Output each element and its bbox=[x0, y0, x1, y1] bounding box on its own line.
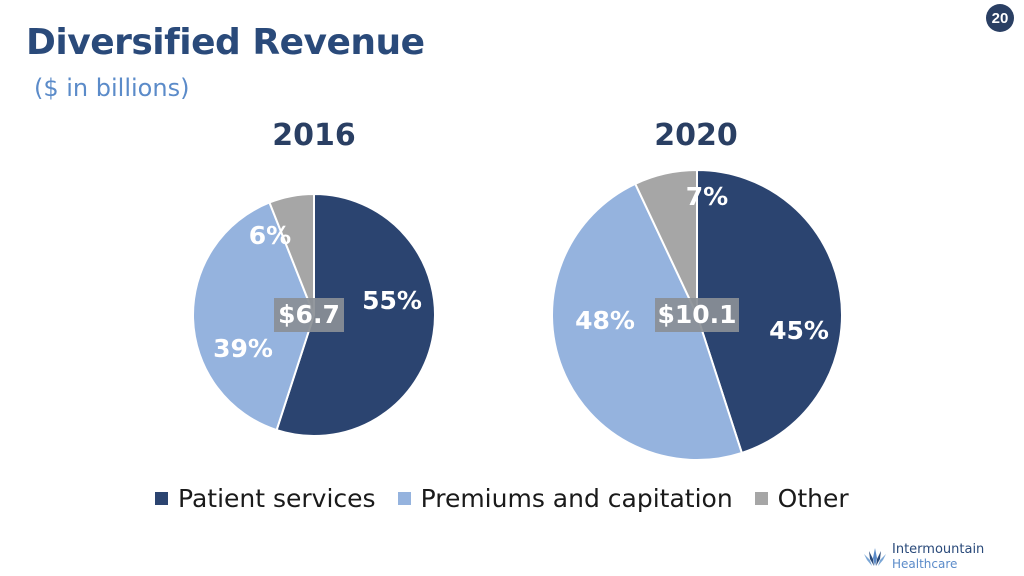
legend-swatch-premiums bbox=[397, 492, 411, 505]
slice-label-2020-patient-services: 45% bbox=[769, 316, 829, 345]
slice-label-2016-patient-services: 55% bbox=[362, 286, 422, 315]
pie-slice-2020-other bbox=[633, 168, 698, 316]
pie-title-2020: 2020 bbox=[654, 118, 738, 153]
legend-swatch-other bbox=[754, 492, 768, 505]
intermountain-logo-icon bbox=[864, 547, 886, 566]
legend-swatch-patient-services bbox=[155, 492, 168, 505]
pie-chart-2016: 55% 39% 6% $6.7 bbox=[192, 192, 436, 437]
logo-text-line2: Healthcare bbox=[892, 557, 958, 571]
page-number-badge: 20 bbox=[986, 4, 1014, 32]
slice-label-2016-premiums: 39% bbox=[213, 334, 273, 363]
slice-label-2020-other: 7% bbox=[686, 182, 728, 211]
legend-label-premiums: Premiums and capitation bbox=[420, 484, 733, 513]
center-label-2020: $10.1 bbox=[657, 300, 736, 329]
legend-item-other: Other bbox=[754, 484, 849, 513]
pie-slice-2020-patient-services bbox=[696, 168, 843, 455]
legend-item-premiums: Premiums and capitation bbox=[397, 484, 733, 513]
company-logo: Intermountain Healthcare bbox=[862, 542, 984, 571]
logo-text-line1: Intermountain bbox=[892, 542, 985, 557]
center-label-2016: $6.7 bbox=[278, 300, 340, 329]
legend-label-patient-services: Patient services bbox=[178, 484, 376, 513]
pie-slice-2016-premiums bbox=[192, 201, 316, 432]
pie-chart-2020: 45% 48% 7% $10.1 bbox=[551, 168, 843, 461]
pie-slice-2020-premiums bbox=[551, 182, 744, 461]
chart-legend: Patient services Premiums and capitation… bbox=[155, 484, 871, 513]
slice-label-2020-premiums: 48% bbox=[575, 306, 635, 335]
pie-slice-2016-other bbox=[268, 192, 315, 316]
slice-label-2016-other: 6% bbox=[249, 221, 291, 250]
pie-slice-2016-patient-services bbox=[275, 192, 436, 437]
legend-label-other: Other bbox=[777, 484, 849, 513]
page-subtitle: ($ in billions) bbox=[34, 74, 190, 102]
pie-title-2016: 2016 bbox=[272, 118, 356, 153]
center-label-box-2016 bbox=[274, 298, 344, 332]
legend-item-patient-services: Patient services bbox=[155, 484, 376, 513]
center-label-box-2020 bbox=[655, 298, 739, 332]
page-title: Diversified Revenue bbox=[26, 22, 425, 63]
